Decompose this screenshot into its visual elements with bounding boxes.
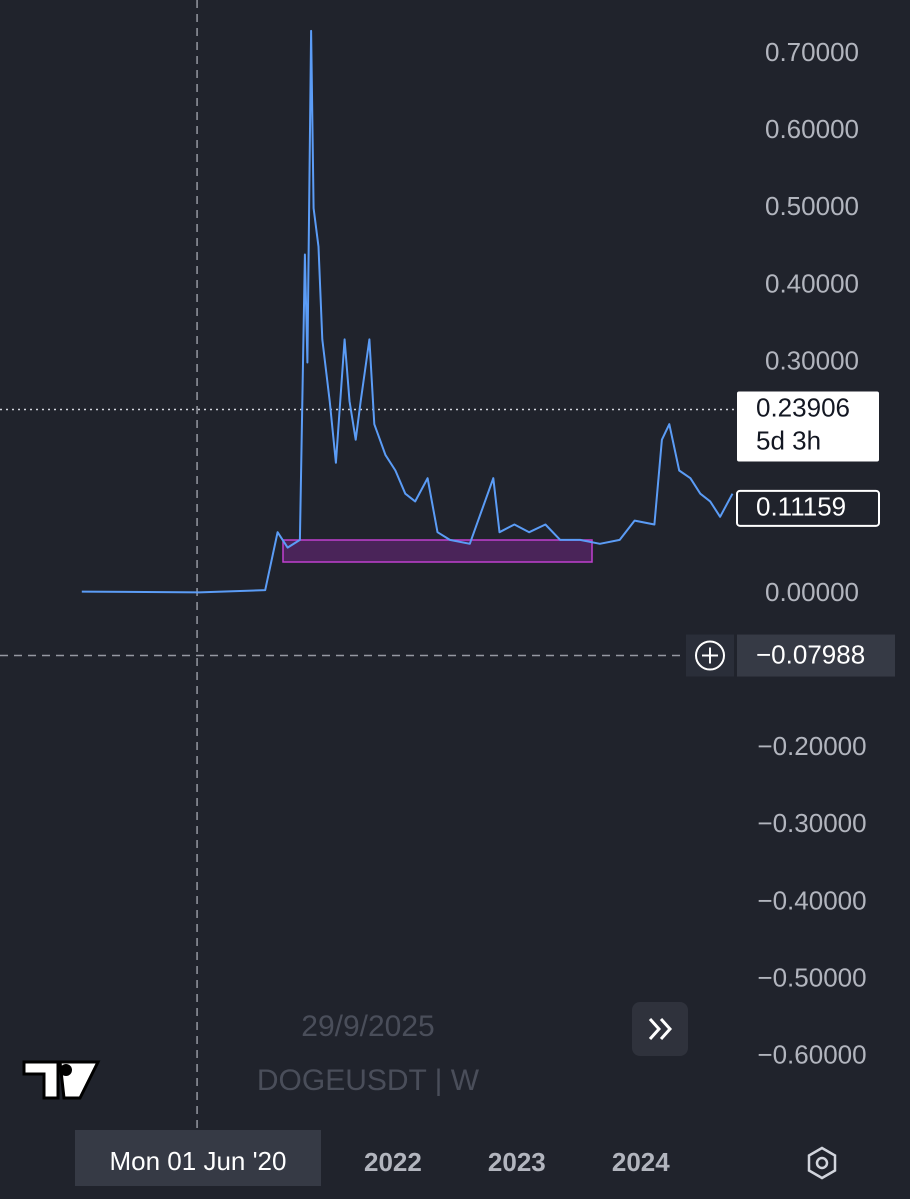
last-price-label: 0.11159 [756, 492, 846, 522]
x-tick-label: 2022 [364, 1147, 422, 1177]
y-tick-label: −0.50000 [757, 962, 866, 992]
watermark-symbol: DOGEUSDT | W [257, 1064, 480, 1097]
y-tick-label: 0.60000 [765, 114, 859, 144]
crosshair-date-label: Mon 01 Jun '20 [110, 1146, 287, 1176]
price-label: 0.23906 [756, 392, 850, 422]
y-tick-label: −0.40000 [757, 885, 866, 915]
last-price-box [736, 489, 880, 527]
y-tick-label: 0.70000 [765, 37, 859, 67]
crosshair-price-box [737, 634, 895, 677]
y-tick-label: −0.20000 [757, 731, 866, 761]
zone-box [282, 539, 593, 563]
x-tick-label: 2024 [612, 1147, 670, 1177]
x-tick-label: 2023 [488, 1147, 546, 1177]
crosshair-date-box [75, 1130, 321, 1186]
crosshair-add-button[interactable] [695, 640, 725, 671]
y-tick-label: 0.40000 [765, 268, 859, 298]
logo [22, 1060, 101, 1100]
price-series [81, 29, 734, 594]
scroll-button[interactable] [632, 1002, 688, 1056]
countdown-label: 5d 3h [756, 425, 821, 455]
crosshair-price-label: −0.07988 [756, 639, 865, 669]
y-tick-label: 0.30000 [765, 345, 859, 375]
y-tick-label: −0.60000 [757, 1040, 866, 1070]
y-tick-label: 0.00000 [765, 577, 859, 607]
price-label-box [737, 391, 879, 462]
y-tick-label: 0.50000 [765, 191, 859, 221]
plus-circle [695, 640, 725, 671]
plus-sign [702, 647, 718, 664]
y-tick-label: −0.30000 [757, 808, 866, 838]
settings-button[interactable] [807, 1146, 837, 1180]
watermark-date: 29/9/2025 [301, 1010, 434, 1043]
